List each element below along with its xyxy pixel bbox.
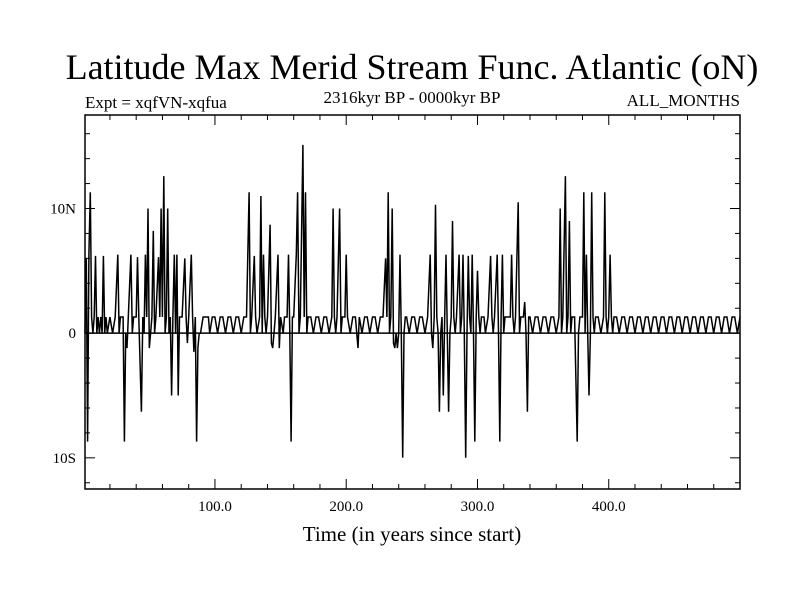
subtitle-left: Expt = xqfVN-xqfua xyxy=(85,93,227,112)
y-tick-label: 0 xyxy=(69,326,77,342)
y-tick-label: 10N xyxy=(50,202,76,218)
x-tick-label: 300.0 xyxy=(461,499,495,515)
series-line xyxy=(84,144,741,458)
y-tick-label: 10S xyxy=(53,451,76,467)
x-axis-label: Time (in years since start) xyxy=(303,522,522,546)
chart-title: Latitude Max Merid Stream Func. Atlantic… xyxy=(66,47,759,87)
x-tick-label: 400.0 xyxy=(592,499,626,515)
x-tick-label: 100.0 xyxy=(198,499,232,515)
subtitle-right: ALL_MONTHS xyxy=(627,91,740,110)
tick-labels: 10S 0 10N 100.0 200.0 300.0 400.0 xyxy=(50,202,625,516)
x-tick-label: 200.0 xyxy=(329,499,363,515)
plot-frame xyxy=(84,114,741,490)
subtitle-center: 2316kyr BP - 0000kyr BP xyxy=(324,88,501,107)
